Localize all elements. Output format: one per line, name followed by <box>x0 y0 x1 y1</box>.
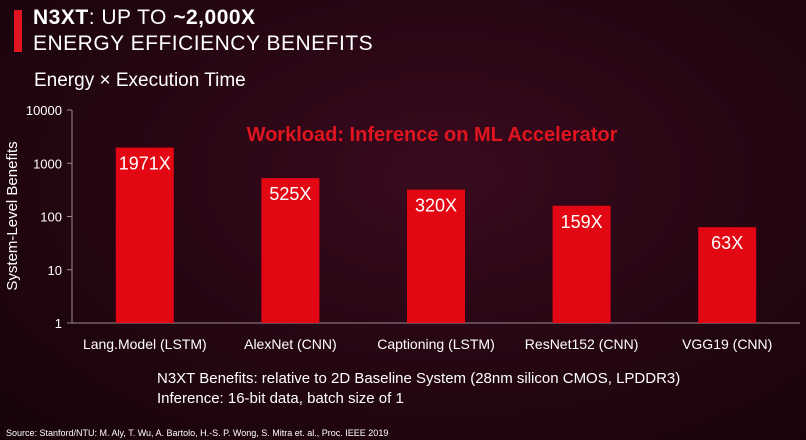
x-category-label: ResNet152 (CNN) <box>525 336 639 352</box>
brand-name: N3XT <box>33 6 89 29</box>
title-line-2: ENERGY EFFICIENCY BENEFITS <box>33 32 374 55</box>
chart-annotation: Workload: Inference on ML Accelerator <box>247 124 618 146</box>
bar-layer: 1971X Lang.Model (LSTM) 525X AlexNet (CNN) 3… <box>83 147 772 352</box>
bar-data-label: 1971X <box>119 154 171 174</box>
title-line-1: N3XT: UP TO ~2,000X <box>33 6 256 30</box>
bar-data-label: 525X <box>269 184 311 204</box>
y-tick-label: 1 <box>55 316 62 331</box>
bar <box>261 178 320 323</box>
note-line: N3XT Benefits: relative to 2D Baseline S… <box>157 370 681 387</box>
y-tick-label: 10000 <box>26 103 62 118</box>
bar <box>552 205 611 323</box>
x-category-label: VGG19 (CNN) <box>682 336 772 352</box>
note-line: Inference: 16-bit data, batch size of 1 <box>157 390 404 407</box>
bar <box>115 147 174 323</box>
y-tick-label: 100 <box>40 210 62 225</box>
bar-data-label: 63X <box>711 233 743 253</box>
title-text: : UP TO <box>88 6 174 29</box>
y-axis-label: System-Level Benefits <box>4 141 21 290</box>
bar-data-label: 159X <box>561 212 603 232</box>
bar <box>698 227 757 323</box>
source-citation: Source: Stanford/NTU: M. Aly, T. Wu, A. … <box>6 428 389 438</box>
title-accent-bar <box>14 10 22 52</box>
y-tick-label: 1000 <box>33 156 62 171</box>
x-category-label: Captioning (LSTM) <box>377 336 495 352</box>
benefits-notes: N3XT Benefits: relative to 2D Baseline S… <box>157 369 680 409</box>
y-tick-label: 10 <box>48 263 62 278</box>
title-highlight: ~2,000X <box>173 6 256 29</box>
x-category-label: AlexNet (CNN) <box>244 336 337 352</box>
chart-subtitle: Energy × Execution Time <box>34 70 246 91</box>
bar <box>407 189 465 323</box>
x-category-label: Lang.Model (LSTM) <box>83 336 207 352</box>
bar-data-label: 320X <box>415 196 457 216</box>
